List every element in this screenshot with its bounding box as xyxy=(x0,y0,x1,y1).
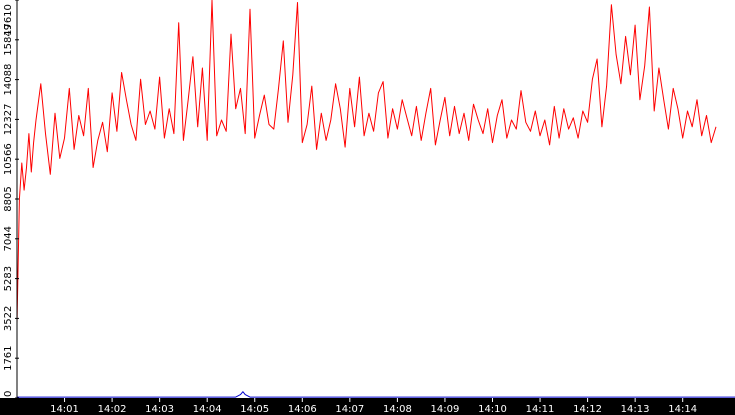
y-tick-label: 14088 xyxy=(3,64,14,96)
x-tick-label: 14:01 xyxy=(50,404,79,415)
y-axis-ticks: 0 1761 3522 5283 7044 8805 10566 12327 14088 1584… xyxy=(3,0,19,399)
x-tick-label: 14:02 xyxy=(98,404,127,415)
y-tick-label: 12327 xyxy=(3,103,14,135)
y-tick-label: 3522 xyxy=(3,306,14,331)
y-tick-label: 1761 xyxy=(3,345,14,370)
y-tick-label: 10566 xyxy=(3,143,14,175)
series-layer xyxy=(16,0,735,398)
x-tick-label: 14:03 xyxy=(145,404,174,415)
x-axis-bar xyxy=(0,398,735,415)
x-tick-label: 14:12 xyxy=(573,404,602,415)
x-tick-label: 14:05 xyxy=(240,404,269,415)
x-tick-label: 14:14 xyxy=(668,404,697,415)
x-tick-label: 14:06 xyxy=(288,404,317,415)
x-tick-label: 14:09 xyxy=(430,404,459,415)
y-tick-label: 8805 xyxy=(3,186,14,211)
x-tick-label: 14:10 xyxy=(478,404,507,415)
y-tick-label: 5283 xyxy=(3,266,14,291)
y-tick-label: 17610 xyxy=(3,4,14,36)
y-tick-label: 7044 xyxy=(3,226,14,251)
series-line-1 xyxy=(17,391,735,398)
y-tick-label: 15849 xyxy=(3,24,14,56)
x-tick-label: 14:13 xyxy=(621,404,650,415)
x-tick-label: 14:08 xyxy=(383,404,412,415)
y-tick-label: 0 xyxy=(3,391,14,397)
x-tick-label: 14:07 xyxy=(335,404,364,415)
x-tick-label: 14:04 xyxy=(193,404,222,415)
x-axis-ticks: 14:01 14:02 14:03 14:04 14:05 14:06 14:07 14:08… xyxy=(50,398,697,415)
x-tick-label: 14:11 xyxy=(526,404,555,415)
series-line-0 xyxy=(16,0,717,324)
